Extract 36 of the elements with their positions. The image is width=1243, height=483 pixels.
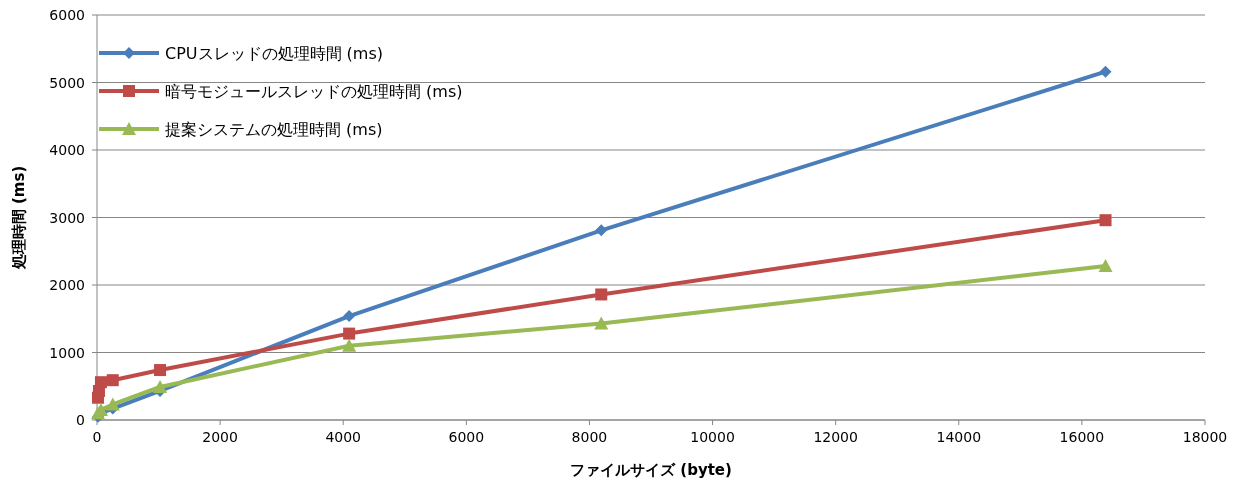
point (1099, 214, 1112, 227)
point (153, 379, 168, 393)
point (343, 327, 356, 340)
y-axis-title: 処理時間 (ms) (10, 165, 28, 271)
x-tick-label: 10000 (690, 429, 735, 445)
legend-label: CPUスレッドの処理時間 (ms) (165, 44, 384, 63)
point (343, 310, 356, 323)
y-tick-label: 4000 (49, 142, 85, 158)
point (154, 364, 167, 377)
y-tick-label: 2000 (49, 277, 85, 293)
point (342, 338, 357, 352)
point (1098, 259, 1113, 273)
legend-label: 提案システムの処理時間 (ms) (165, 120, 383, 139)
legend-label: 暗号モジュールスレッドの処理時間 (ms) (165, 82, 463, 101)
x-tick-label: 14000 (936, 429, 982, 445)
y-tick-label: 1000 (49, 344, 85, 361)
x-axis-title: ファイルサイズ (byte) (570, 461, 732, 479)
point (105, 397, 120, 411)
point (106, 374, 119, 387)
y-tick-label: 0 (76, 412, 85, 428)
point (595, 288, 608, 301)
x-tick-label: 0 (92, 429, 102, 445)
x-tick-label: 12000 (813, 429, 858, 445)
point (595, 224, 608, 237)
x-tick-label: 4000 (325, 429, 362, 445)
point (594, 316, 609, 330)
x-tick-label: 2000 (202, 429, 238, 445)
x-tick-label: 18000 (1182, 429, 1228, 445)
y-tick-label: 6000 (49, 7, 85, 23)
y-tick-label: 5000 (49, 74, 85, 91)
point (94, 376, 107, 389)
x-tick-label: 8000 (571, 429, 608, 445)
point (1099, 65, 1112, 78)
y-tick-label: 3000 (49, 209, 85, 226)
x-tick-label: 6000 (448, 429, 485, 445)
x-tick-label: 16000 (1059, 429, 1105, 445)
